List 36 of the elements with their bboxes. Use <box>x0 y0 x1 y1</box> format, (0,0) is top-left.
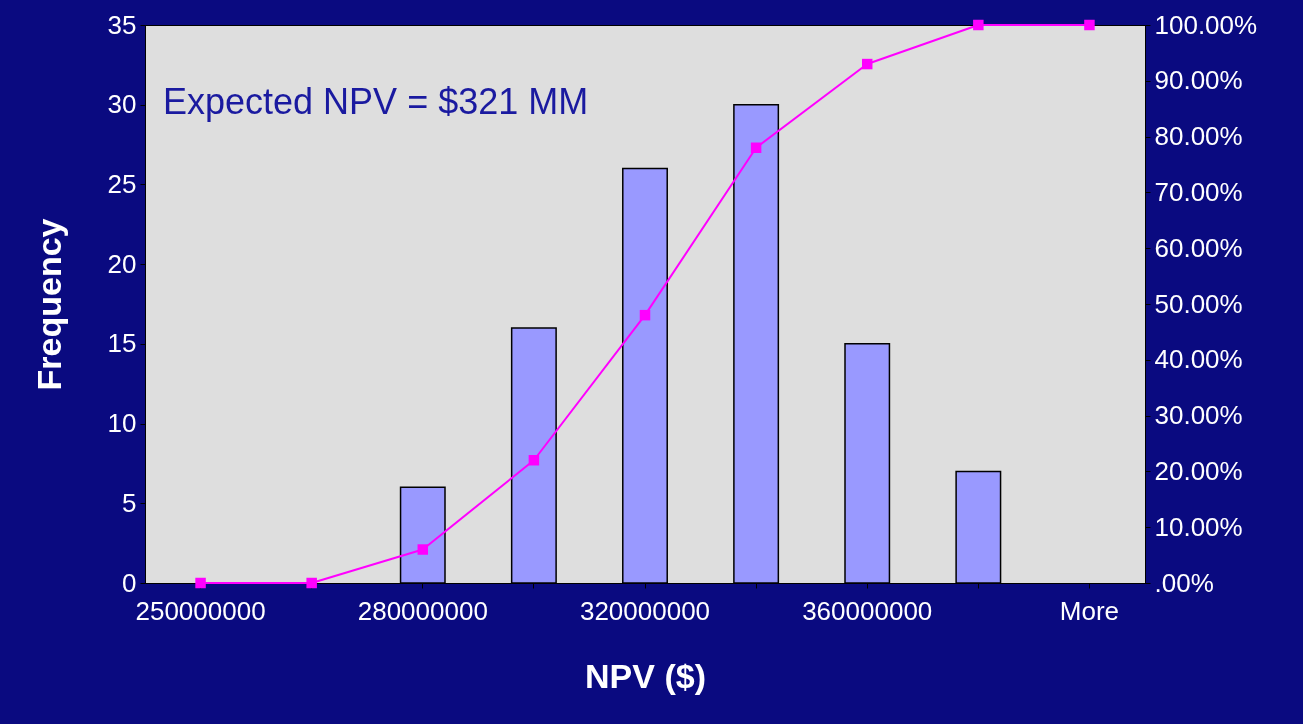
y-tick-label: 15 <box>107 328 137 359</box>
y2-tick-label: 60.00% <box>1154 232 1243 263</box>
y-tick-label: 25 <box>107 168 137 199</box>
point <box>861 58 873 70</box>
y2-tick-label: 10.00% <box>1154 511 1243 542</box>
point <box>195 577 206 589</box>
y-tick-label: 35 <box>107 9 137 40</box>
x-tick-label: 360000000 <box>802 595 933 626</box>
point <box>417 544 429 555</box>
point <box>1084 19 1095 31</box>
x-tick-label: 280000000 <box>357 595 488 626</box>
point <box>973 19 984 31</box>
x-tick-label: More <box>1059 595 1120 626</box>
x-tick-label: 320000000 <box>579 595 711 626</box>
y2-tick-label: 100.00% <box>1154 9 1258 40</box>
y-axis-title: Frequency <box>29 218 68 391</box>
x-axis-title: NPV ($) <box>585 656 706 695</box>
point <box>639 309 651 321</box>
point <box>750 142 762 153</box>
y-tick-label: 10 <box>107 408 137 439</box>
y2-tick-label: 70.00% <box>1154 176 1243 207</box>
y-tick-label: 0 <box>122 567 137 598</box>
x-tick-label: 250000000 <box>135 595 266 626</box>
point <box>528 455 540 466</box>
y2-tick-label: 90.00% <box>1154 65 1243 96</box>
annotation: Expected NPV = $321 MM <box>163 81 589 122</box>
y-tick-label: 20 <box>107 248 137 279</box>
point <box>306 577 317 589</box>
y2-tick-label: .00% <box>1154 567 1214 598</box>
y-tick-label: 5 <box>122 487 137 518</box>
y2-tick-label: 40.00% <box>1154 344 1243 375</box>
y2-tick-label: 50.00% <box>1154 288 1243 319</box>
y2-tick-label: 20.00% <box>1154 455 1243 486</box>
y-tick-label: 30 <box>107 89 137 120</box>
y2-tick-label: 30.00% <box>1154 400 1243 431</box>
y2-tick-label: 80.00% <box>1154 121 1243 152</box>
